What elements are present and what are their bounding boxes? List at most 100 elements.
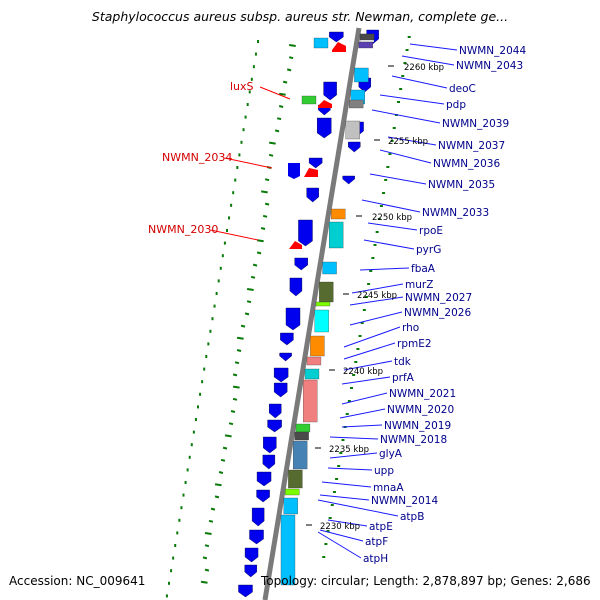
right-label-leader xyxy=(379,94,445,105)
right-label-leader xyxy=(391,75,448,89)
right-label-group: NWMN_2044 NWMN_2043 deoC pdp NWMN_2039 NWMN_2… xyxy=(317,43,526,565)
track-dot xyxy=(186,468,189,472)
function-box xyxy=(285,488,300,496)
track-dot xyxy=(192,430,195,434)
gc-tick xyxy=(244,312,250,316)
gc-tick xyxy=(279,92,286,96)
right-label-leader xyxy=(379,149,432,164)
kbp-label: 2255 kbp xyxy=(388,137,428,147)
right-feature-label: prfA xyxy=(392,372,415,384)
gc-dot xyxy=(403,62,407,64)
gc-dot xyxy=(367,283,371,285)
right-feature-label: mnaA xyxy=(373,482,404,494)
cds-arrow xyxy=(251,507,265,527)
kbp-label: 2230 kbp xyxy=(320,522,360,532)
right-feature-label: NWMN_2039 xyxy=(442,118,509,130)
right-feature-label: pyrG xyxy=(416,244,441,256)
right-label-leader xyxy=(349,311,403,326)
gc-dot xyxy=(341,439,345,441)
track-dot xyxy=(203,367,206,371)
gc-tick xyxy=(222,446,228,450)
gc-tick xyxy=(200,580,208,584)
cds-arrow xyxy=(294,257,308,271)
right-feature-label: glyA xyxy=(379,448,403,460)
track-dot xyxy=(174,544,177,547)
left-label-group: luxS NWMN_2034 NWMN_2030 xyxy=(148,80,291,241)
track-dot xyxy=(194,418,197,421)
gc-tick xyxy=(234,361,240,365)
right-label-leader xyxy=(363,239,415,250)
gc-tick xyxy=(264,178,270,182)
cds-arrow xyxy=(249,529,264,545)
function-box xyxy=(315,301,331,307)
gc-tick xyxy=(282,80,288,84)
function-box xyxy=(359,33,375,41)
right-feature-label: NWMN_2021 xyxy=(389,388,456,400)
right-label-leader xyxy=(349,296,404,306)
gc-tick xyxy=(214,483,222,487)
gc-tick xyxy=(276,117,282,121)
genome-backbone xyxy=(262,27,362,600)
gc-dot xyxy=(405,49,409,51)
function-box xyxy=(358,41,373,49)
right-feature-label: rpmE2 xyxy=(397,338,432,350)
gc-dot xyxy=(392,127,396,129)
cds-arrow xyxy=(348,141,361,153)
gc-tick xyxy=(264,202,270,206)
track-dot xyxy=(252,65,255,69)
function-box xyxy=(288,469,303,489)
right-label-leader xyxy=(387,136,437,146)
right-feature-label: rpoE xyxy=(419,225,443,237)
gc-tick xyxy=(260,227,266,230)
gc-tick xyxy=(256,239,264,243)
gc-dot xyxy=(339,452,343,454)
right-label-leader xyxy=(343,360,393,371)
track-dot xyxy=(182,493,185,497)
gc-dot xyxy=(360,322,364,324)
right-label-leader xyxy=(327,467,373,471)
right-label-leader xyxy=(317,499,399,517)
function-box xyxy=(319,281,334,303)
track-dot xyxy=(172,556,175,560)
track-dot xyxy=(168,581,171,585)
gc-tick xyxy=(261,190,268,194)
gc-tick xyxy=(269,141,276,145)
gc-tick xyxy=(210,507,216,511)
feature-track xyxy=(238,29,379,598)
track-dot xyxy=(234,178,237,182)
gc-dot xyxy=(397,101,401,103)
gc-tick xyxy=(230,410,236,413)
function-box xyxy=(303,379,318,423)
right-feature-label: atpF xyxy=(365,536,388,548)
gc-tick xyxy=(252,263,258,267)
function-box xyxy=(295,423,311,433)
gc-dot xyxy=(364,296,368,298)
rna-feature xyxy=(318,100,332,108)
kbp-label: 2260 kbp xyxy=(404,63,444,73)
kbp-label: 2245 kbp xyxy=(357,291,397,301)
track-dot xyxy=(180,506,183,510)
cds-arrow xyxy=(238,584,253,598)
right-label-leader xyxy=(343,326,401,348)
gc-dot xyxy=(345,413,349,415)
cds-arrow xyxy=(256,489,270,503)
track-dot xyxy=(170,569,173,573)
track-dot xyxy=(176,531,179,535)
right-feature-label: NWMN_2027 xyxy=(405,292,472,304)
cds-arrow xyxy=(269,403,282,419)
gc-tick xyxy=(288,56,294,60)
gc-dot xyxy=(371,257,375,259)
function-box xyxy=(349,99,364,109)
gc-dot xyxy=(375,231,379,233)
gc-tick xyxy=(236,349,242,352)
gc-dot xyxy=(379,205,383,207)
track-dot xyxy=(184,481,187,484)
gc-dot xyxy=(401,75,405,77)
right-label-leader xyxy=(371,109,441,124)
right-feature-label: NWMN_2018 xyxy=(380,434,447,446)
function-box xyxy=(314,309,329,333)
right-label-leader xyxy=(341,376,391,385)
gc-tick xyxy=(202,556,208,560)
right-label-leader xyxy=(359,267,410,271)
